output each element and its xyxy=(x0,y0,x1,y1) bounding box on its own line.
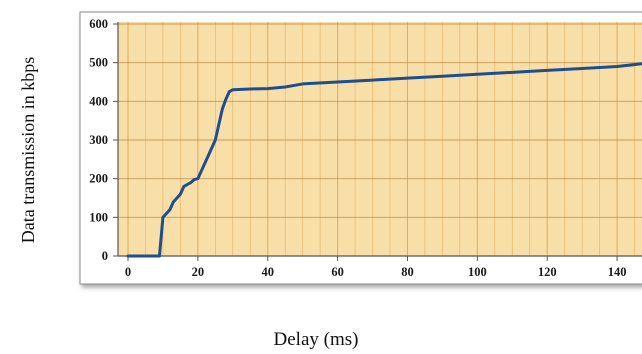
y-tick-label: 100 xyxy=(89,210,108,224)
axes xyxy=(113,22,642,261)
x-tick-label: 60 xyxy=(331,265,344,279)
y-tick-label: 300 xyxy=(89,133,108,147)
x-tick-label: 100 xyxy=(468,265,487,279)
plot-area xyxy=(118,22,642,256)
x-tick-label: 140 xyxy=(608,265,627,279)
x-tick-label: 0 xyxy=(125,265,131,279)
y-tick-label: 500 xyxy=(89,56,108,70)
x-axis-label: Delay (ms) xyxy=(274,329,359,350)
y-tick-label: 200 xyxy=(89,172,108,186)
y-tick-label: 400 xyxy=(89,94,108,108)
tick-labels: 0 100 200 300 400 500 600 0 20 40 60 80 100 120 140 xyxy=(89,17,626,279)
series-layer xyxy=(126,62,642,258)
x-tick-label: 40 xyxy=(261,265,274,279)
series-line xyxy=(126,62,642,258)
x-tick-label: 20 xyxy=(192,265,205,279)
y-axis-label: Data transmission in kbps xyxy=(18,57,38,244)
y-tick-label: 0 xyxy=(102,249,108,263)
grid xyxy=(118,22,642,256)
x-tick-label: 120 xyxy=(538,265,557,279)
x-tick-label: 80 xyxy=(401,265,414,279)
y-tick-label: 600 xyxy=(89,17,108,31)
